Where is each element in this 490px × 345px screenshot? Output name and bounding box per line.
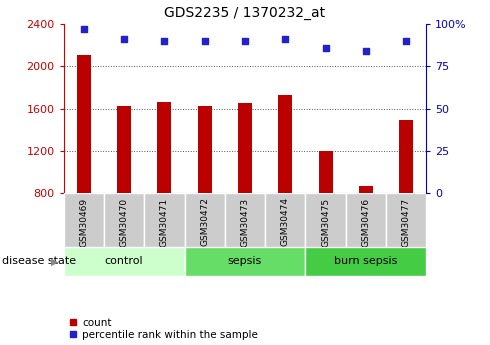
Bar [359, 186, 373, 193]
Bar [225, 193, 265, 247]
Point [241, 38, 249, 44]
Bar [185, 247, 305, 276]
Bar [64, 247, 185, 276]
Bar [278, 95, 293, 193]
Point [120, 37, 128, 42]
Text: control: control [105, 256, 144, 266]
Text: sepsis: sepsis [228, 256, 262, 266]
Point [161, 38, 169, 44]
Text: disease state: disease state [2, 256, 76, 266]
Bar [77, 55, 91, 193]
Bar [117, 106, 131, 193]
Text: GSM30475: GSM30475 [321, 197, 330, 247]
Bar [305, 193, 346, 247]
Bar [144, 193, 185, 247]
Point [281, 37, 289, 42]
Bar [346, 193, 386, 247]
Bar [197, 106, 212, 193]
Text: GSM30473: GSM30473 [241, 197, 249, 247]
Bar [318, 151, 333, 193]
Bar [386, 193, 426, 247]
Text: GSM30470: GSM30470 [120, 197, 129, 247]
Text: GSM30471: GSM30471 [160, 197, 169, 247]
Bar [104, 193, 144, 247]
Text: ▶: ▶ [51, 256, 59, 266]
Bar [265, 193, 305, 247]
Point [201, 38, 209, 44]
Text: GSM30474: GSM30474 [281, 197, 290, 246]
Bar [305, 247, 426, 276]
Text: GSM30469: GSM30469 [79, 197, 88, 247]
Bar [399, 120, 413, 193]
Text: burn sepsis: burn sepsis [334, 256, 397, 266]
Legend: count, percentile rank within the sample: count, percentile rank within the sample [69, 318, 258, 340]
Text: GSM30477: GSM30477 [402, 197, 411, 247]
Bar [157, 102, 171, 193]
Bar [238, 103, 252, 193]
Text: GSM30476: GSM30476 [361, 197, 370, 247]
Text: GSM30472: GSM30472 [200, 197, 209, 246]
Point [362, 48, 370, 54]
Point [402, 38, 410, 44]
Bar [64, 193, 104, 247]
Point [80, 27, 88, 32]
Title: GDS2235 / 1370232_at: GDS2235 / 1370232_at [165, 6, 325, 20]
Point [321, 45, 329, 51]
Bar [185, 193, 225, 247]
